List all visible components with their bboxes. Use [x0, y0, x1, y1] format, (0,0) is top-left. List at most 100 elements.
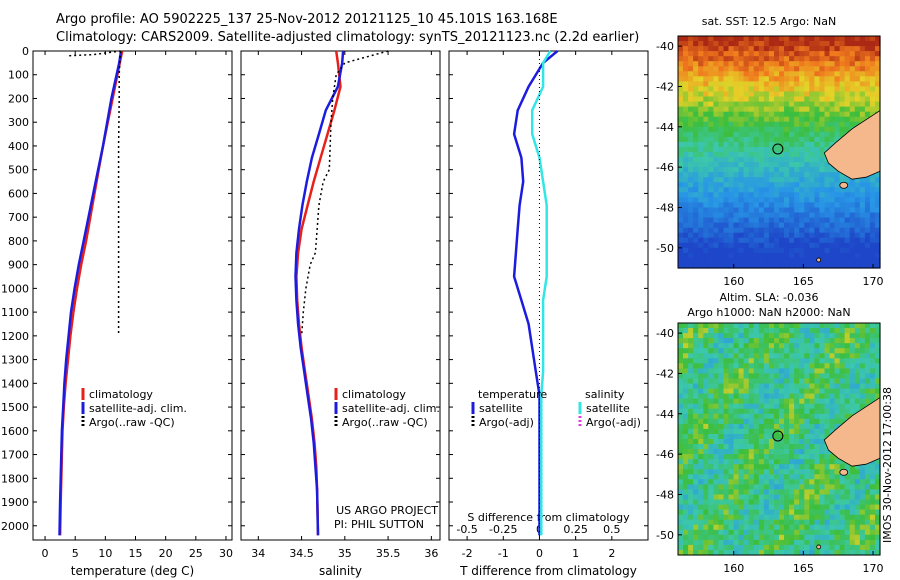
- map-cell: [804, 373, 810, 379]
- map-cell: [869, 494, 876, 501]
- map-cell: [849, 81, 856, 87]
- map-cell: [819, 81, 825, 87]
- map-cell: [723, 81, 730, 87]
- map-cell: [869, 393, 876, 400]
- map-cell: [859, 333, 866, 339]
- map-cell: [688, 106, 694, 113]
- map-cell: [809, 86, 815, 92]
- map-cell: [854, 323, 861, 329]
- map-cell: [869, 96, 876, 103]
- map-cell: [718, 509, 724, 516]
- map-cell: [693, 177, 699, 183]
- map-cell: [698, 252, 704, 259]
- map-cell: [733, 177, 740, 183]
- map-cell: [784, 519, 790, 526]
- map-cell: [819, 36, 825, 42]
- map-cell: [824, 393, 831, 400]
- map-cell: [809, 388, 815, 395]
- map-cell: [824, 464, 831, 470]
- y-tick-label: 2000: [1, 520, 29, 533]
- map-cell: [774, 383, 780, 390]
- map-cell: [683, 101, 689, 108]
- map-cell: [794, 469, 800, 475]
- map-cell: [794, 136, 800, 143]
- map-cell: [809, 136, 815, 143]
- map-cell: [859, 86, 866, 92]
- map-cell: [784, 227, 790, 234]
- map-cell: [748, 51, 755, 57]
- map-cell: [743, 479, 750, 485]
- map-cell: [693, 56, 699, 62]
- map-cell: [834, 494, 841, 501]
- map-cell: [763, 474, 770, 480]
- map-cell: [743, 428, 750, 435]
- map-cell: [864, 353, 871, 359]
- map-cell: [693, 187, 699, 193]
- map-cell: [794, 474, 800, 480]
- map-cell: [834, 383, 841, 390]
- map-cell: [698, 328, 704, 334]
- map-cell: [758, 449, 765, 455]
- map-cell: [784, 141, 790, 148]
- map-cell: [748, 71, 755, 77]
- map-cell: [688, 489, 694, 495]
- map-cell: [804, 61, 810, 67]
- map-cell: [698, 428, 704, 435]
- map-cell: [758, 91, 765, 98]
- map-cell: [743, 333, 750, 339]
- map-cell: [743, 207, 750, 214]
- map-cell: [698, 509, 704, 516]
- map-cell: [854, 388, 861, 395]
- map-cell: [834, 237, 841, 244]
- map-cell: [738, 328, 745, 334]
- map-cell: [723, 46, 730, 52]
- map-cell: [844, 529, 851, 536]
- map-cell: [809, 428, 815, 435]
- map-cell: [748, 333, 755, 339]
- map-cell: [698, 76, 704, 82]
- map-cell: [683, 529, 689, 536]
- map-cell: [864, 56, 871, 62]
- map-cell: [683, 162, 689, 168]
- map-cell: [794, 338, 800, 344]
- map-cell: [678, 524, 684, 531]
- map-cell: [814, 338, 820, 344]
- map-cell: [703, 71, 709, 77]
- map-cell: [723, 534, 730, 541]
- map-cell: [758, 242, 765, 249]
- map-cell: [693, 403, 699, 410]
- map-cell: [758, 434, 765, 440]
- map-cell: [844, 71, 851, 77]
- map-cell: [864, 378, 871, 385]
- map-cell: [875, 524, 881, 531]
- map-cell: [678, 207, 684, 214]
- map-cell: [859, 338, 866, 344]
- map-cell: [869, 323, 876, 329]
- map-cell: [829, 428, 836, 435]
- map-cell: [768, 46, 775, 52]
- map-cell: [814, 343, 820, 349]
- map-cell: [829, 227, 836, 234]
- map-cell: [748, 428, 755, 435]
- map-cell: [809, 61, 815, 67]
- map-cell: [774, 333, 780, 339]
- map-cell: [794, 358, 800, 364]
- map-cell: [784, 423, 790, 430]
- map-cell: [814, 534, 820, 541]
- map-cell: [804, 147, 810, 153]
- map-cell: [703, 106, 709, 113]
- map-cell: [849, 237, 856, 244]
- map-cell: [713, 388, 719, 395]
- map-cell: [849, 232, 856, 239]
- map-cell: [809, 454, 815, 460]
- map-cell: [875, 514, 881, 521]
- map-cell: [753, 157, 760, 163]
- map-cell: [738, 373, 745, 379]
- map-cell: [698, 131, 704, 138]
- map-cell: [758, 157, 765, 163]
- map-cell: [718, 111, 724, 118]
- map-cell: [768, 474, 775, 480]
- map-cell: [703, 41, 709, 47]
- map-cell: [829, 106, 836, 113]
- map-cell: [819, 323, 825, 329]
